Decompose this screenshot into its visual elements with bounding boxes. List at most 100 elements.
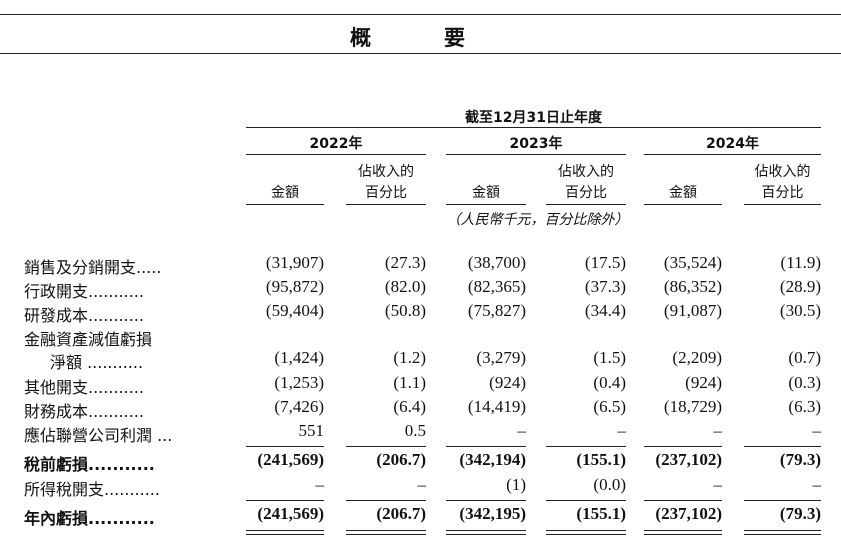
row-label: 稅前虧損........... xyxy=(24,455,155,474)
table-cell: (31,907) xyxy=(265,253,324,272)
table-cell: (342,194) xyxy=(459,450,526,469)
table-cell: 0.5 xyxy=(404,421,426,440)
double-rule-top xyxy=(644,530,722,531)
table-cell: (17.5) xyxy=(584,253,626,272)
table-cell: (6.5) xyxy=(593,397,626,416)
row-label: 金融資產減值虧損 xyxy=(24,330,153,349)
subtotal-rule xyxy=(546,446,626,447)
table-cell: (82,365) xyxy=(467,277,526,296)
table-cell: (7,426) xyxy=(274,397,324,416)
total-rule xyxy=(346,500,426,501)
table-cell: (1) xyxy=(506,475,526,494)
table-cell: (3,279) xyxy=(476,348,526,367)
subtotal-rule xyxy=(446,446,526,447)
table-cell: (924) xyxy=(685,373,722,392)
subtotal-rule xyxy=(744,446,821,447)
table-cell: – xyxy=(713,421,723,440)
subheader-rule-3 xyxy=(446,204,526,205)
double-rule-bottom xyxy=(546,534,626,535)
double-rule-bottom xyxy=(246,534,324,535)
double-rule-bottom xyxy=(644,534,722,535)
subheader-rule-5 xyxy=(644,204,722,205)
amount-header-2023: 金額 xyxy=(472,185,500,201)
table-cell: (206.7) xyxy=(376,450,426,469)
table-cell: (27.3) xyxy=(384,253,426,272)
table-cell: 551 xyxy=(298,421,325,440)
table-cell: (155.1) xyxy=(576,450,626,469)
double-rule-bottom xyxy=(744,534,821,535)
table-cell: – xyxy=(713,475,723,494)
year-2023: 2023年 xyxy=(509,136,563,152)
pct-header-2024-2: 百分比 xyxy=(761,185,804,201)
table-cell: (241,569) xyxy=(257,504,324,523)
total-rule xyxy=(644,500,722,501)
table-cell: (28.9) xyxy=(779,277,821,296)
table-cell: (37.3) xyxy=(584,277,626,296)
table-cell: – xyxy=(517,421,527,440)
period-rule xyxy=(246,127,821,128)
table-cell: (14,419) xyxy=(467,397,526,416)
table-cell: (38,700) xyxy=(467,253,526,272)
subtotal-rule xyxy=(644,446,722,447)
total-rule xyxy=(744,500,821,501)
table-cell: (1.5) xyxy=(593,348,626,367)
table-cell: (95,872) xyxy=(265,277,324,296)
year-2022: 2022年 xyxy=(309,136,363,152)
amount-header-2022: 金額 xyxy=(271,185,299,201)
units-note: （人民幣千元，百分比除外） xyxy=(446,212,629,228)
page-title: 概 要 xyxy=(350,26,491,50)
table-cell: (342,195) xyxy=(459,504,526,523)
double-rule-top xyxy=(744,530,821,531)
table-cell: (0.4) xyxy=(593,373,626,392)
row-label: 年內虧損........... xyxy=(24,509,155,528)
row-label: 淨額 ........... xyxy=(50,353,144,372)
table-cell: (11.9) xyxy=(780,253,821,272)
year-rule-2023 xyxy=(446,154,626,155)
row-label: 行政開支........... xyxy=(24,282,144,301)
pct-header-2022-1: 佔收入的 xyxy=(358,164,414,180)
double-rule-bottom xyxy=(346,534,426,535)
table-cell: (75,827) xyxy=(467,301,526,320)
table-cell: (79.3) xyxy=(779,450,821,469)
pct-header-2024-1: 佔收入的 xyxy=(754,164,811,180)
table-cell: (6.3) xyxy=(788,397,821,416)
subtotal-rule xyxy=(246,446,324,447)
table-cell: – xyxy=(812,475,822,494)
subheader-rule-2 xyxy=(346,204,426,205)
subheader-rule-4 xyxy=(546,204,626,205)
table-cell: (237,102) xyxy=(655,450,722,469)
table-cell: (86,352) xyxy=(663,277,722,296)
title-rule xyxy=(0,53,841,54)
row-label: 其他開支........... xyxy=(24,378,144,397)
double-rule-bottom xyxy=(446,534,526,535)
table-cell: (59,404) xyxy=(265,301,324,320)
year-2024: 2024年 xyxy=(706,136,759,152)
top-rule xyxy=(0,14,841,15)
period-header: 截至12月31日止年度 xyxy=(465,110,602,126)
subheader-rule-1 xyxy=(246,204,324,205)
year-rule-2024 xyxy=(644,154,821,155)
double-rule-top xyxy=(246,530,324,531)
table-cell: – xyxy=(812,421,822,440)
table-cell: (82.0) xyxy=(384,277,426,296)
table-cell: (34.4) xyxy=(584,301,626,320)
table-cell: – xyxy=(315,475,325,494)
table-cell: (237,102) xyxy=(655,504,722,523)
table-cell: (1,424) xyxy=(274,348,324,367)
total-rule xyxy=(246,500,324,501)
double-rule-top xyxy=(446,530,526,531)
pct-header-2023-1: 佔收入的 xyxy=(558,164,614,180)
table-cell: (91,087) xyxy=(663,301,722,320)
table-cell: (0.7) xyxy=(788,348,821,367)
subheader-rule-6 xyxy=(744,204,821,205)
row-label: 所得稅開支........... xyxy=(24,480,160,499)
table-cell: (1.2) xyxy=(393,348,426,367)
double-rule-top xyxy=(346,530,426,531)
pct-header-2023-2: 百分比 xyxy=(565,185,607,201)
row-label: 應佔聯營公司利潤 ... xyxy=(24,426,173,445)
table-cell: (0.3) xyxy=(788,373,821,392)
total-rule xyxy=(546,500,626,501)
table-cell: (206.7) xyxy=(376,504,426,523)
table-cell: – xyxy=(417,475,427,494)
table-cell: (0.0) xyxy=(593,475,626,494)
